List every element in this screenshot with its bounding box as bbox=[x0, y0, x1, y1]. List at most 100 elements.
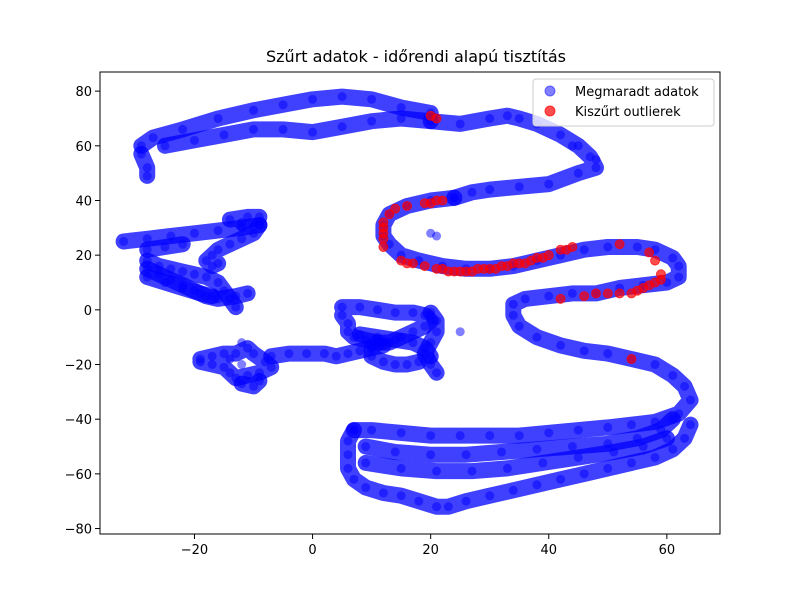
y-tick-label: −60 bbox=[65, 468, 92, 483]
kept-point bbox=[650, 360, 660, 370]
kept-point bbox=[189, 269, 199, 279]
kept-point bbox=[136, 149, 146, 159]
y-axis: −80 −60 −40 −20 0 20 40 60 80 bbox=[65, 85, 100, 538]
kept-point bbox=[626, 420, 636, 430]
kept-point bbox=[142, 234, 152, 244]
kept-point bbox=[432, 466, 442, 476]
kept-point bbox=[390, 335, 400, 345]
outlier-point bbox=[384, 209, 395, 220]
kept-point bbox=[432, 502, 442, 512]
kept-point bbox=[508, 299, 518, 309]
kept-point bbox=[668, 444, 678, 454]
legend: Megmaradt adatok Kiszűrt outlierek bbox=[532, 78, 715, 127]
kept-point bbox=[231, 302, 241, 312]
kept-point bbox=[556, 340, 566, 350]
kept-point bbox=[231, 349, 241, 359]
kept-point bbox=[278, 100, 288, 110]
kept-point bbox=[680, 433, 690, 443]
kept-point bbox=[402, 360, 412, 370]
kept-point bbox=[243, 343, 253, 353]
kept-point bbox=[591, 163, 601, 173]
series-outliers bbox=[378, 110, 666, 365]
x-tick-label: −20 bbox=[181, 543, 208, 558]
kept-point bbox=[497, 447, 507, 457]
outlier-point bbox=[407, 258, 418, 269]
kept-point bbox=[603, 422, 613, 432]
kept-point bbox=[426, 450, 436, 460]
kept-point bbox=[668, 253, 678, 263]
kept-point bbox=[225, 354, 235, 364]
kept-point bbox=[355, 302, 365, 312]
kept-point bbox=[461, 496, 471, 506]
kept-point bbox=[249, 124, 259, 134]
kept-point bbox=[556, 130, 566, 140]
kept-point bbox=[432, 316, 442, 326]
outlier-point bbox=[419, 261, 430, 272]
kept-band-2 bbox=[157, 110, 439, 154]
kept-point bbox=[426, 310, 436, 320]
kept-point bbox=[378, 488, 388, 498]
kept-point bbox=[455, 431, 465, 441]
outlier-point bbox=[543, 250, 554, 261]
kept-point bbox=[544, 428, 554, 438]
outlier-point bbox=[626, 354, 637, 365]
kept-point bbox=[160, 141, 170, 151]
outlier-point bbox=[602, 288, 613, 299]
kept-point bbox=[426, 228, 436, 238]
kept-point bbox=[508, 310, 518, 320]
kept-point bbox=[638, 442, 648, 452]
kept-point bbox=[337, 302, 347, 312]
kept-point bbox=[367, 94, 377, 104]
kept-point bbox=[514, 182, 524, 192]
kept-point bbox=[662, 433, 672, 443]
kept-point bbox=[178, 239, 188, 249]
kept-point bbox=[207, 250, 217, 260]
kept-point bbox=[573, 425, 583, 435]
kept-point bbox=[367, 343, 377, 353]
kept-point bbox=[189, 135, 199, 145]
kept-point bbox=[538, 458, 548, 468]
x-tick-label: 0 bbox=[308, 543, 316, 558]
kept-point bbox=[567, 442, 577, 452]
outlier-point bbox=[378, 241, 389, 252]
x-tick-label: 40 bbox=[540, 543, 557, 558]
kept-point bbox=[567, 141, 577, 151]
legend-marker-outliers bbox=[544, 105, 556, 117]
y-tick-label: 80 bbox=[75, 85, 92, 100]
kept-point bbox=[680, 381, 690, 391]
kept-point bbox=[160, 242, 170, 252]
kept-point bbox=[178, 124, 188, 134]
kept-point bbox=[142, 272, 152, 282]
kept-point bbox=[237, 217, 247, 227]
kept-point bbox=[396, 463, 406, 473]
kept-point bbox=[396, 103, 406, 113]
kept-point bbox=[674, 261, 684, 271]
kept-point bbox=[219, 349, 229, 359]
kept-point bbox=[579, 346, 589, 356]
kept-point bbox=[178, 283, 188, 293]
kept-point bbox=[195, 357, 205, 367]
kept-point bbox=[467, 466, 477, 476]
kept-point bbox=[142, 171, 152, 181]
kept-point bbox=[390, 447, 400, 457]
kept-point bbox=[237, 379, 247, 389]
y-tick-label: −80 bbox=[65, 523, 92, 538]
kept-point bbox=[396, 113, 406, 123]
kept-point bbox=[319, 349, 329, 359]
kept-point bbox=[213, 277, 223, 287]
kept-point bbox=[514, 431, 524, 441]
kept-point bbox=[254, 212, 264, 222]
plot-frame bbox=[99, 71, 721, 535]
kept-point bbox=[207, 291, 217, 301]
legend-marker-kept bbox=[544, 85, 556, 97]
kept-point bbox=[485, 185, 495, 195]
kept-point bbox=[579, 245, 589, 255]
kept-point bbox=[189, 228, 199, 238]
kept-point bbox=[461, 450, 471, 460]
data-layer bbox=[115, 88, 699, 515]
outlier-point bbox=[555, 293, 566, 304]
kept-point bbox=[331, 351, 341, 361]
kept-point bbox=[355, 329, 365, 339]
x-tick-label: 20 bbox=[422, 543, 439, 558]
